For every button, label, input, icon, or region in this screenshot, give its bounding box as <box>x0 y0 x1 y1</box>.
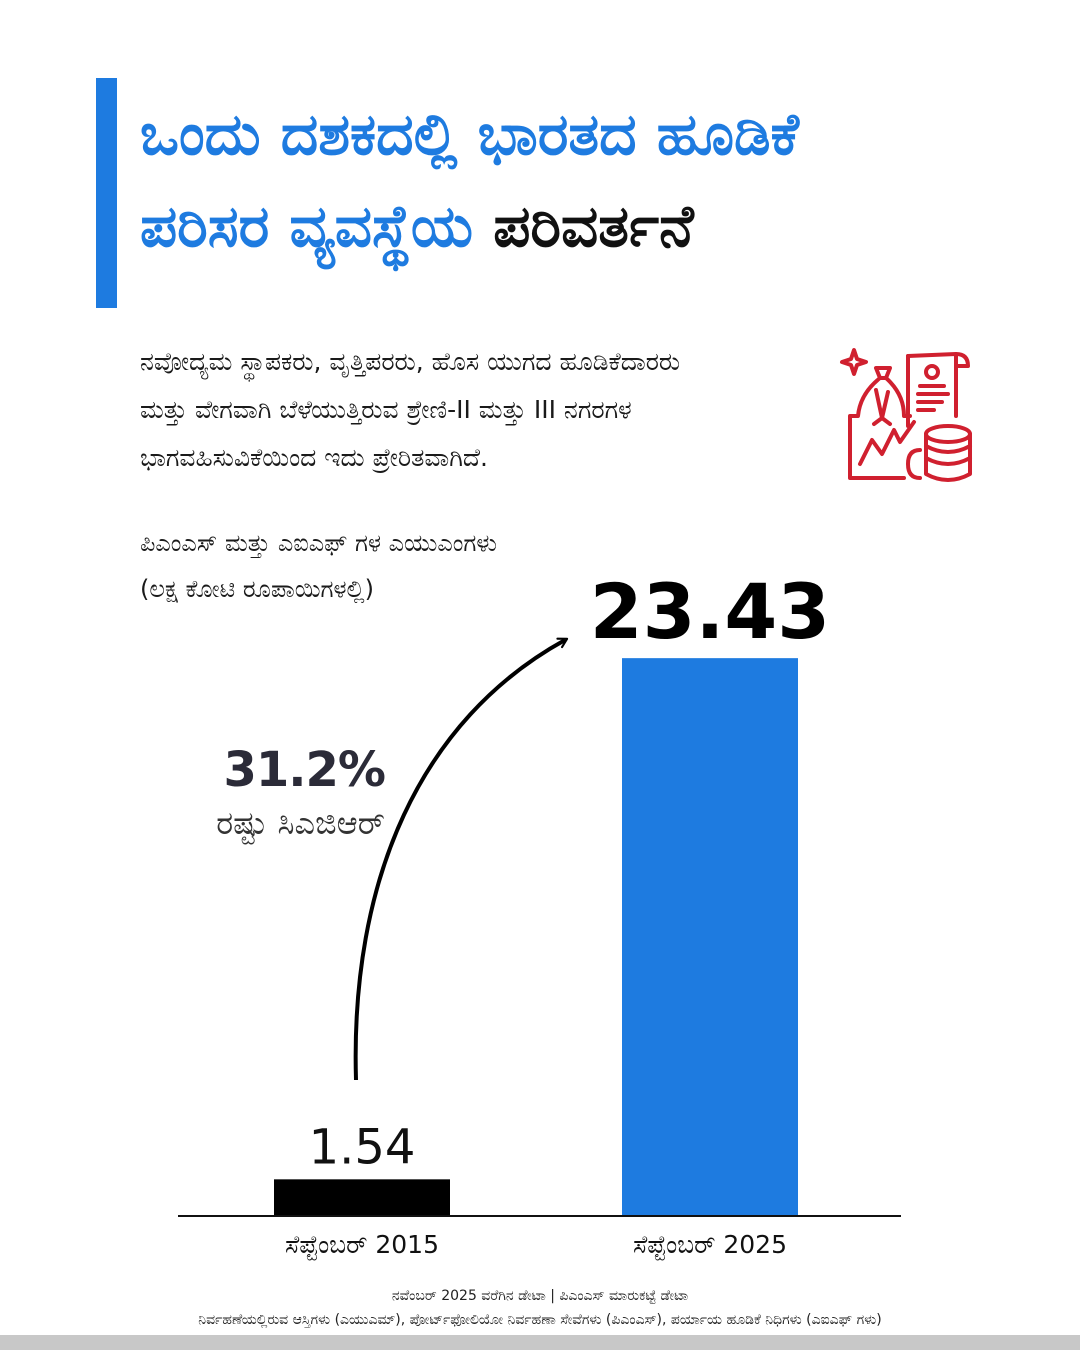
subtitle-line-1: ನವೋದ್ಯಮ ಸ್ಥಾಪಕರು, ವೃತ್ತಿಪರರು, ಹೊಸ ಯುಗದ ಹ… <box>140 347 681 376</box>
value-label-2015: 1.54 <box>309 1119 416 1175</box>
subtitle-line-2: ಮತ್ತು ವೇಗವಾಗಿ ಬೆಳೆಯುತ್ತಿರುವ ಶ್ರೇಣಿ-II ಮತ… <box>140 395 632 424</box>
growth-arrow <box>353 637 569 1081</box>
category-label-2015: ಸೆಪ್ಟೆಂಬರ್ 2015 <box>285 1230 439 1260</box>
subtitle: ನವೋದ್ಯಮ ಸ್ಥಾಪಕರು, ವೃತ್ತಿಪರರು, ಹೊಸ ಯುಗದ ಹ… <box>140 338 830 482</box>
cagr-label: ರಷ್ಟು ಸಿಎಜಿಆರ್ <box>216 804 385 842</box>
title-line-2-blue: ಪರಿಸರ ವ್ಯವಸ್ಥೆಯ <box>140 192 494 260</box>
subtitle-line-3: ಭಾಗವಹಿಸುವಿಕೆಯಿಂದ ಇದು ಪ್ರೇರಿತವಾಗಿದೆ. <box>140 443 488 472</box>
chart-title-line-1: ಪಿಎಂಎಸ್ ಮತ್ತು ಎಐಎಫ್ ಗಳ ಎಯುಎಂಗಳು <box>140 529 498 557</box>
footnote-line-1: ನವೆಂಬರ್ 2025 ವರೆಗಿನ ಡೇಟಾ | ಪಿಎಂಎಸ್ ಮಾರುಕ… <box>391 1288 689 1304</box>
cagr-annotation: 31.2% ರಷ್ಟು ಸಿಎಜಿಆರ್ <box>140 740 386 846</box>
title-line-1: ಒಂದು ದಶಕದಲ್ಲಿ ಭಾರತದ ಹೂಡಿಕೆ <box>140 100 799 168</box>
chart-title: ಪಿಎಂಎಸ್ ಮತ್ತು ಎಐಎಫ್ ಗಳ ಎಯುಎಂಗಳು (ಲಕ್ಷ ಕೋ… <box>140 520 660 612</box>
cagr-value: 31.2% <box>223 742 386 798</box>
bar-sep-2025 <box>622 658 798 1216</box>
page-title: ಒಂದು ದಶಕದಲ್ಲಿ ಭಾರತದ ಹೂಡಿಕೆ ಪರಿಸರ ವ್ಯವಸ್ಥ… <box>140 88 1040 272</box>
title-accent-bar <box>96 78 117 308</box>
chart-title-line-2: (ಲಕ್ಷ ಕೋಟಿ ರೂಪಾಯಿಗಳಲ್ಲಿ) <box>140 575 374 603</box>
category-label-2025: ಸೆಪ್ಟೆಂಬರ್ 2025 <box>633 1230 787 1260</box>
value-label-2025: 23.43 <box>590 567 830 656</box>
bar-sep-2015 <box>274 1179 450 1216</box>
title-line-2: ಪರಿಸರ ವ್ಯವಸ್ಥೆಯ ಪರಿವರ್ತನೆ <box>140 180 1040 272</box>
bottom-strip <box>0 1335 1080 1350</box>
investment-documents-coins-icon <box>840 348 972 482</box>
bar-chart: 1.54 23.43 ಸೆಪ್ಟೆಂಬರ್ 2015 ಸೆಪ್ಟೆಂಬರ್ 20… <box>178 567 901 1260</box>
footnote-line-2: ನಿರ್ವಹಣೆಯಲ್ಲಿರುವ ಆಸ್ತಿಗಳು (ಎಯುಎಮ್), ಪೋರ್… <box>198 1312 882 1328</box>
title-line-2-dark: ಪರಿವರ್ತನೆ <box>493 192 694 260</box>
